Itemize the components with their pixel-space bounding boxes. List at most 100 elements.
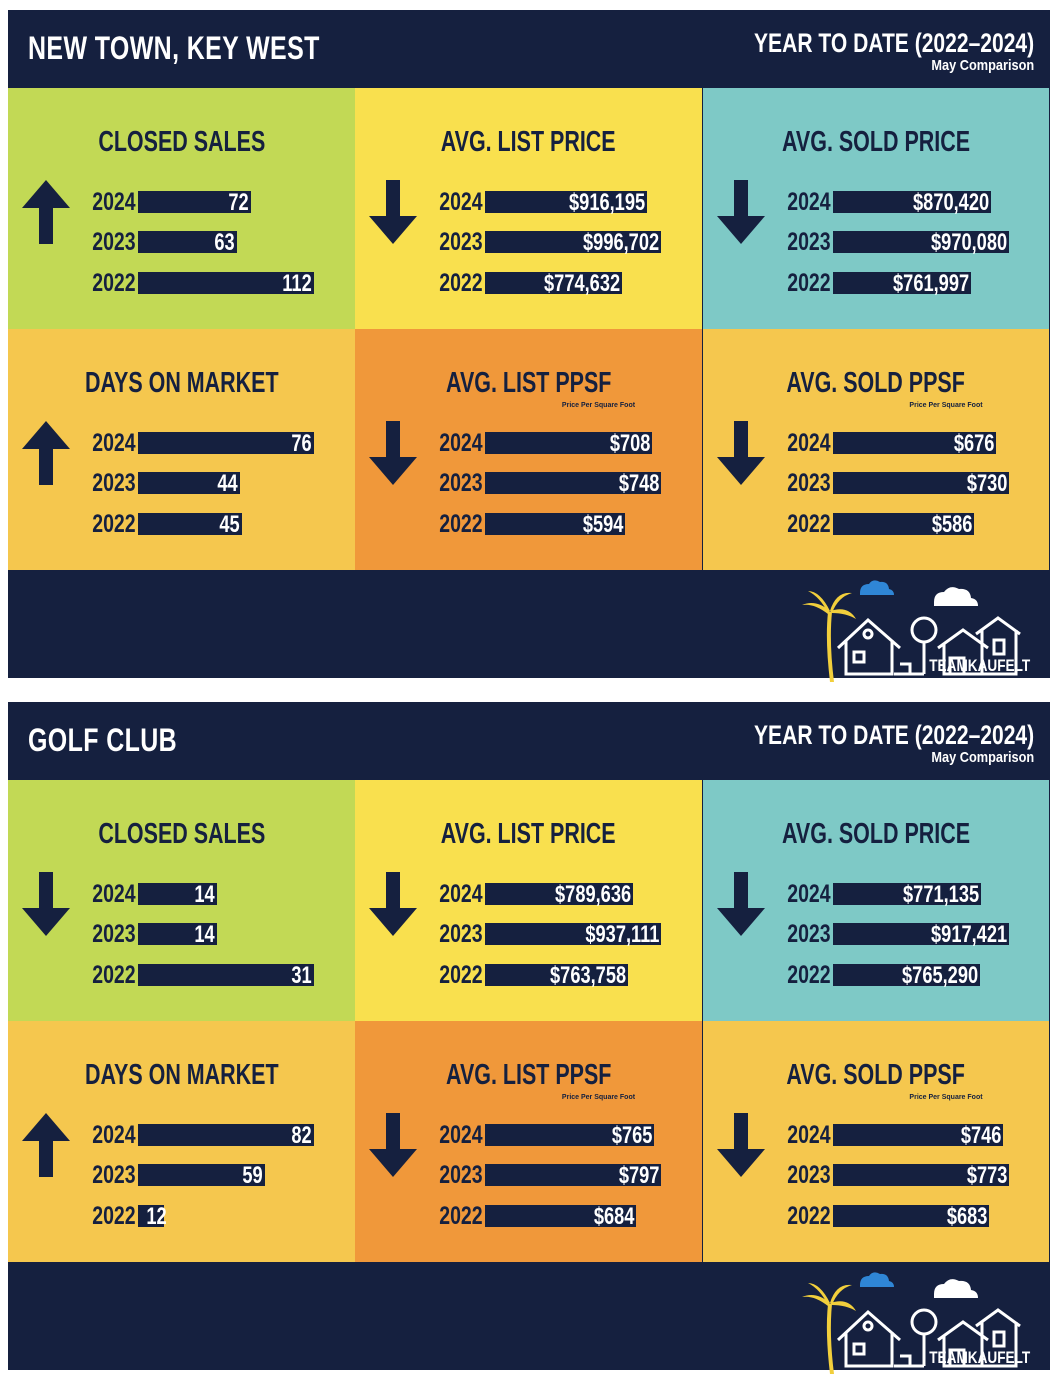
- year-label: 2023: [80, 469, 135, 498]
- metric-card: AVG. SOLD PRICE 2024 $771,135 2023 $917,421 2…: [703, 780, 1049, 1021]
- data-label-text: $683: [946, 1203, 987, 1230]
- year-label-text: 2024: [92, 429, 136, 457]
- brand-name-text: TEAMKAUFELT: [929, 1348, 1030, 1367]
- metric-title-text: AVG. LIST PRICE: [441, 126, 616, 158]
- bar-row: 2023 59: [80, 1161, 350, 1189]
- bar-row: 2024 $789,636: [427, 880, 697, 908]
- bar: $746: [833, 1122, 1003, 1149]
- year-label-text: 2024: [92, 1121, 136, 1149]
- data-label: $763,758: [526, 962, 626, 990]
- data-label-text: $708: [609, 430, 650, 457]
- data-label: $676: [941, 430, 994, 458]
- data-label-text: $730: [966, 470, 1007, 497]
- bar-row: 2024 82: [80, 1121, 350, 1149]
- year-label: 2022: [775, 510, 831, 539]
- metric-title-text: AVG. LIST PPSF: [445, 367, 612, 399]
- data-label-text: 112: [282, 270, 312, 297]
- metric-title-text: CLOSED SALES: [98, 126, 265, 158]
- year-label-text: 2024: [787, 1121, 831, 1149]
- panel-header: GOLF CLUB YEAR TO DATE (2022–2024) May Com…: [8, 702, 1050, 780]
- data-label: $730: [954, 470, 1007, 498]
- period-block: YEAR TO DATE (2022–2024) May Comparison: [675, 28, 1034, 74]
- bar: 45: [138, 511, 242, 538]
- market-panel: GOLF CLUB YEAR TO DATE (2022–2024) May Com…: [8, 702, 1050, 1374]
- bar: $676: [833, 430, 996, 457]
- bar-row: 2024 $870,420: [775, 188, 1045, 216]
- metric-title: CLOSED SALES: [8, 818, 355, 851]
- data-label: $594: [570, 511, 623, 539]
- data-label-text: $761,997: [892, 270, 969, 297]
- bar-row: 2023 63: [80, 228, 350, 256]
- metric-title: AVG. SOLD PPSF: [703, 367, 1049, 400]
- data-label: $765,290: [878, 962, 978, 990]
- cloud-blue-icon: [860, 580, 894, 595]
- data-label: $937,111: [562, 921, 659, 949]
- data-label-text: 44: [217, 470, 238, 497]
- year-label: 2022: [775, 961, 830, 990]
- metric-card: CLOSED SALES 2024 72 2023 63 2022 112: [8, 88, 355, 329]
- panel-header: NEW TOWN, KEY WEST YEAR TO DATE (2022–202…: [8, 10, 1050, 88]
- year-label: 2023: [775, 228, 830, 257]
- data-label: 63: [208, 229, 235, 257]
- data-label: $970,080: [907, 229, 1007, 257]
- data-label: $916,195: [545, 189, 645, 217]
- year-label-text: 2022: [92, 1202, 136, 1230]
- bar: $970,080: [833, 229, 1009, 256]
- year-label-text: 2023: [439, 1161, 483, 1189]
- bar: 14: [138, 921, 217, 948]
- bar: $765: [485, 1122, 654, 1149]
- bar: $765,290: [833, 962, 980, 989]
- houses-line-icon: [836, 1308, 1021, 1368]
- data-label-text: $773: [966, 1162, 1007, 1189]
- year-label-text: 2022: [439, 269, 483, 297]
- trend-up-arrow-icon: [22, 1113, 70, 1177]
- year-label-text: 2023: [787, 920, 831, 948]
- metric-title-text: DAYS ON MARKET: [84, 367, 279, 399]
- bar: $683: [833, 1203, 989, 1230]
- data-label: 112: [273, 270, 312, 298]
- year-label: 2024: [775, 188, 830, 217]
- year-label: 2023: [775, 1161, 830, 1190]
- brand-name-text: TEAMKAUFELT: [929, 656, 1030, 675]
- data-label: $870,420: [889, 189, 989, 217]
- data-label: 59: [236, 1162, 263, 1190]
- trend-up-arrow-icon: [22, 180, 70, 244]
- year-label-text: 2024: [92, 188, 136, 216]
- bar: $771,135: [833, 881, 981, 908]
- trend-down-arrow-icon: [717, 1113, 765, 1177]
- metric-note: Price Per Square Foot: [561, 402, 636, 409]
- trend-up-arrow-icon: [22, 421, 70, 485]
- data-label-text: $765: [611, 1122, 652, 1149]
- year-label-text: 2023: [92, 920, 136, 948]
- trend-down-arrow-icon: [369, 1113, 417, 1177]
- year-label: 2024: [80, 429, 136, 458]
- year-label-text: 2022: [92, 269, 136, 297]
- year-label: 2023: [427, 920, 482, 949]
- data-label: $683: [934, 1203, 987, 1231]
- data-label-text: 59: [242, 1162, 263, 1189]
- cloud-white-icon: [934, 1279, 978, 1298]
- data-label-text: 76: [291, 430, 312, 457]
- bar-row: 2024 $676: [775, 429, 1045, 457]
- cloud-white-icon: [934, 587, 978, 606]
- data-label-text: 63: [214, 229, 235, 256]
- data-label-text: $917,421: [930, 921, 1007, 948]
- metric-title: DAYS ON MARKET: [8, 367, 355, 400]
- data-label-text: $870,420: [912, 189, 989, 216]
- trend-down-arrow-icon: [717, 421, 765, 485]
- year-label: 2024: [80, 880, 135, 909]
- year-label-text: 2022: [787, 510, 831, 538]
- data-label-text: $771,135: [902, 881, 979, 908]
- year-label: 2022: [80, 961, 135, 990]
- metric-card: AVG. LIST PRICE 2024 $789,636 2023 $937,111 2…: [355, 780, 702, 1021]
- bar-row: 2023 44: [80, 469, 350, 497]
- data-label-text: $937,111: [584, 921, 659, 948]
- year-label: 2022: [427, 269, 483, 298]
- data-label-text: 45: [219, 511, 240, 538]
- bar-row: 2024 $746: [775, 1121, 1045, 1149]
- year-label-text: 2024: [439, 1121, 483, 1149]
- data-label: 14: [188, 921, 215, 949]
- bar-row: 2022 $761,997: [775, 269, 1045, 297]
- metric-title: CLOSED SALES: [8, 126, 355, 159]
- metrics-grid: CLOSED SALES 2024 72 2023 63 2022 112 AVG. LIST…: [8, 88, 1050, 570]
